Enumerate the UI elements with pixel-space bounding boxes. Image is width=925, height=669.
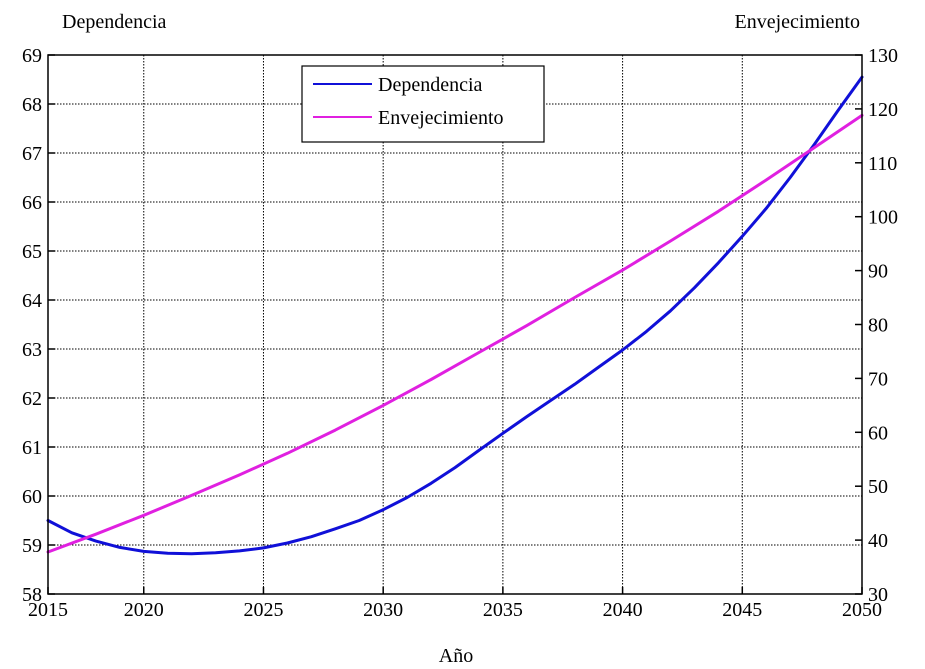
y-right-tick-label: 40	[868, 530, 888, 552]
legend-label-dependencia: Dependencia	[378, 74, 483, 96]
y-left-tick-label: 60	[22, 486, 42, 508]
x-tick-label: 2050	[842, 599, 882, 621]
left-axis-title: Dependencia	[62, 11, 167, 33]
y-left-tick-label: 58	[22, 584, 42, 606]
legend-box	[301, 65, 545, 143]
series-layer	[46, 75, 864, 556]
y-left-tick-label: 62	[22, 388, 42, 410]
tick-labels: 2015 2020 2025 2030 2035 2040 2045 2050 58 59 60 61…	[22, 45, 898, 621]
series-line-dependencia	[46, 75, 864, 556]
x-tick-label: 2040	[603, 599, 643, 621]
axis-ticks	[47, 54, 863, 595]
right-axis-title: Envejecimiento	[734, 11, 860, 33]
x-tick-label: 2035	[483, 599, 523, 621]
y-left-tick-label: 63	[22, 339, 42, 361]
x-tick-label: 2045	[722, 599, 762, 621]
y-right-tick-label: 50	[868, 476, 888, 498]
y-left-tick-label: 59	[22, 535, 42, 557]
y-right-tick-label: 30	[868, 584, 888, 606]
y-right-tick-label: 90	[868, 261, 888, 283]
y-left-tick-label: 68	[22, 94, 42, 116]
grid	[48, 55, 862, 594]
y-left-tick-label: 61	[22, 437, 42, 459]
y-right-tick-label: 60	[868, 422, 888, 444]
y-left-tick-label: 64	[22, 290, 42, 312]
series-line-envejecimiento	[46, 113, 864, 554]
y-right-tick-label: 80	[868, 315, 888, 337]
x-tick-label: 2030	[363, 599, 403, 621]
y-right-tick-label: 100	[868, 207, 898, 229]
y-right-tick-label: 130	[868, 45, 898, 67]
x-axis-title: Año	[439, 645, 473, 667]
x-tick-label: 2025	[243, 599, 283, 621]
y-right-tick-label: 110	[868, 153, 897, 175]
y-left-tick-label: 69	[22, 45, 42, 67]
y-left-tick-label: 65	[22, 241, 42, 263]
x-tick-label: 2020	[124, 599, 164, 621]
y-left-tick-label: 67	[22, 143, 42, 165]
x-tick-label: 2015	[28, 599, 68, 621]
y-right-tick-label: 120	[868, 99, 898, 121]
y-left-tick-label: 66	[22, 192, 42, 214]
legend: Dependencia Envejecimiento	[301, 65, 545, 143]
y-right-tick-label: 70	[868, 368, 888, 390]
legend-label-envejecimiento: Envejecimiento	[378, 107, 504, 129]
